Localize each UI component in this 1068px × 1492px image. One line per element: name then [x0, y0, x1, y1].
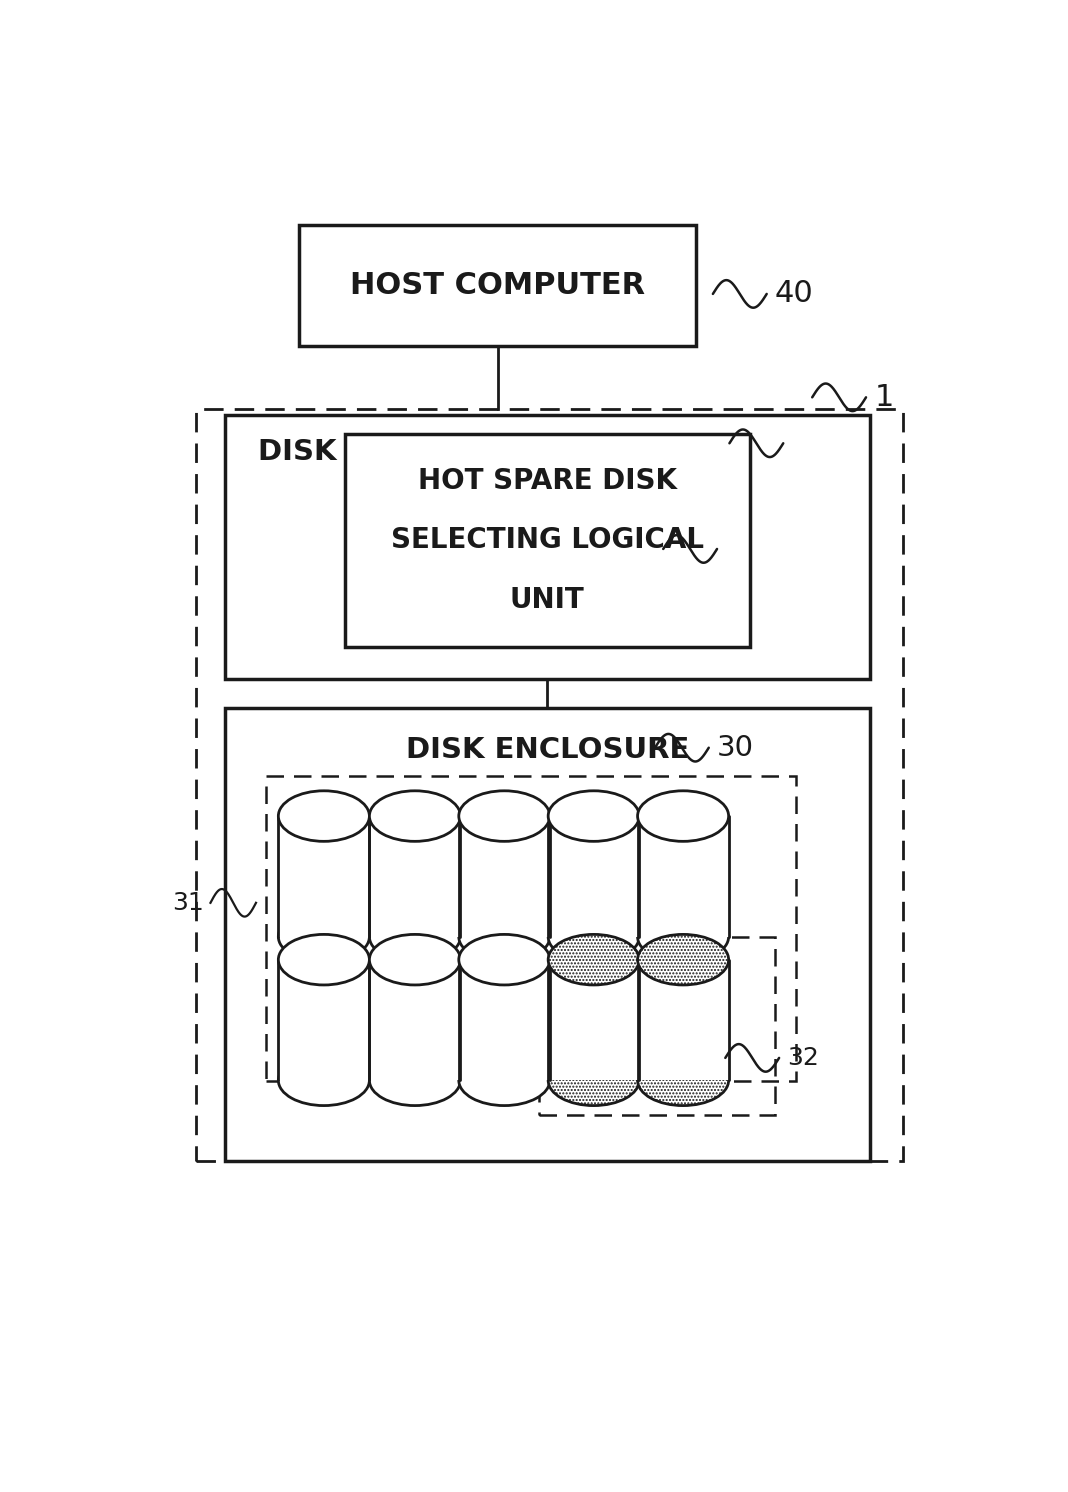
Ellipse shape: [279, 912, 370, 962]
Text: 10: 10: [791, 430, 829, 457]
Ellipse shape: [279, 791, 370, 841]
Bar: [459, 959, 550, 1080]
Text: 20: 20: [725, 536, 763, 562]
Bar: [370, 816, 460, 937]
Ellipse shape: [370, 934, 460, 985]
FancyBboxPatch shape: [224, 707, 870, 1161]
Text: UNIT: UNIT: [511, 586, 584, 615]
Bar: [370, 816, 460, 937]
Bar: [548, 959, 640, 1073]
Ellipse shape: [459, 791, 550, 841]
Bar: [370, 959, 460, 1080]
Bar: [279, 959, 370, 1080]
Text: 31: 31: [172, 891, 204, 915]
Bar: [638, 816, 728, 937]
Bar: [638, 959, 728, 1080]
Bar: [548, 959, 640, 1080]
Ellipse shape: [548, 791, 640, 841]
Text: DISK CONTROLLER: DISK CONTROLLER: [257, 437, 563, 466]
Text: 1: 1: [875, 383, 894, 412]
Text: DISK ENCLOSURE: DISK ENCLOSURE: [406, 736, 689, 764]
Text: 40: 40: [775, 279, 814, 309]
Bar: [370, 959, 460, 1080]
Bar: [279, 959, 370, 1080]
FancyBboxPatch shape: [345, 434, 750, 646]
Ellipse shape: [279, 934, 370, 985]
Ellipse shape: [279, 1055, 370, 1106]
Bar: [548, 816, 640, 937]
Text: 30: 30: [717, 734, 754, 762]
Bar: [638, 816, 728, 937]
Ellipse shape: [638, 791, 728, 841]
Ellipse shape: [370, 1055, 460, 1106]
FancyBboxPatch shape: [224, 415, 870, 679]
Text: HOST COMPUTER: HOST COMPUTER: [350, 272, 645, 300]
Bar: [279, 816, 370, 937]
Ellipse shape: [548, 1055, 640, 1106]
Bar: [548, 816, 640, 937]
Text: 32: 32: [787, 1046, 819, 1070]
Ellipse shape: [459, 934, 550, 985]
Ellipse shape: [638, 934, 728, 985]
Bar: [279, 816, 370, 937]
Ellipse shape: [370, 912, 460, 962]
Ellipse shape: [638, 912, 728, 962]
Ellipse shape: [370, 791, 460, 841]
Ellipse shape: [638, 1055, 728, 1106]
Text: SELECTING LOGICAL: SELECTING LOGICAL: [391, 527, 704, 555]
Bar: [459, 959, 550, 1080]
FancyBboxPatch shape: [299, 225, 696, 346]
Bar: [548, 959, 640, 1080]
Ellipse shape: [459, 912, 550, 962]
Bar: [459, 816, 550, 937]
Ellipse shape: [548, 934, 640, 985]
Bar: [638, 959, 728, 1080]
Bar: [459, 816, 550, 937]
Ellipse shape: [459, 1055, 550, 1106]
Bar: [638, 959, 728, 1073]
Ellipse shape: [548, 912, 640, 962]
Text: HOT SPARE DISK: HOT SPARE DISK: [418, 467, 677, 495]
